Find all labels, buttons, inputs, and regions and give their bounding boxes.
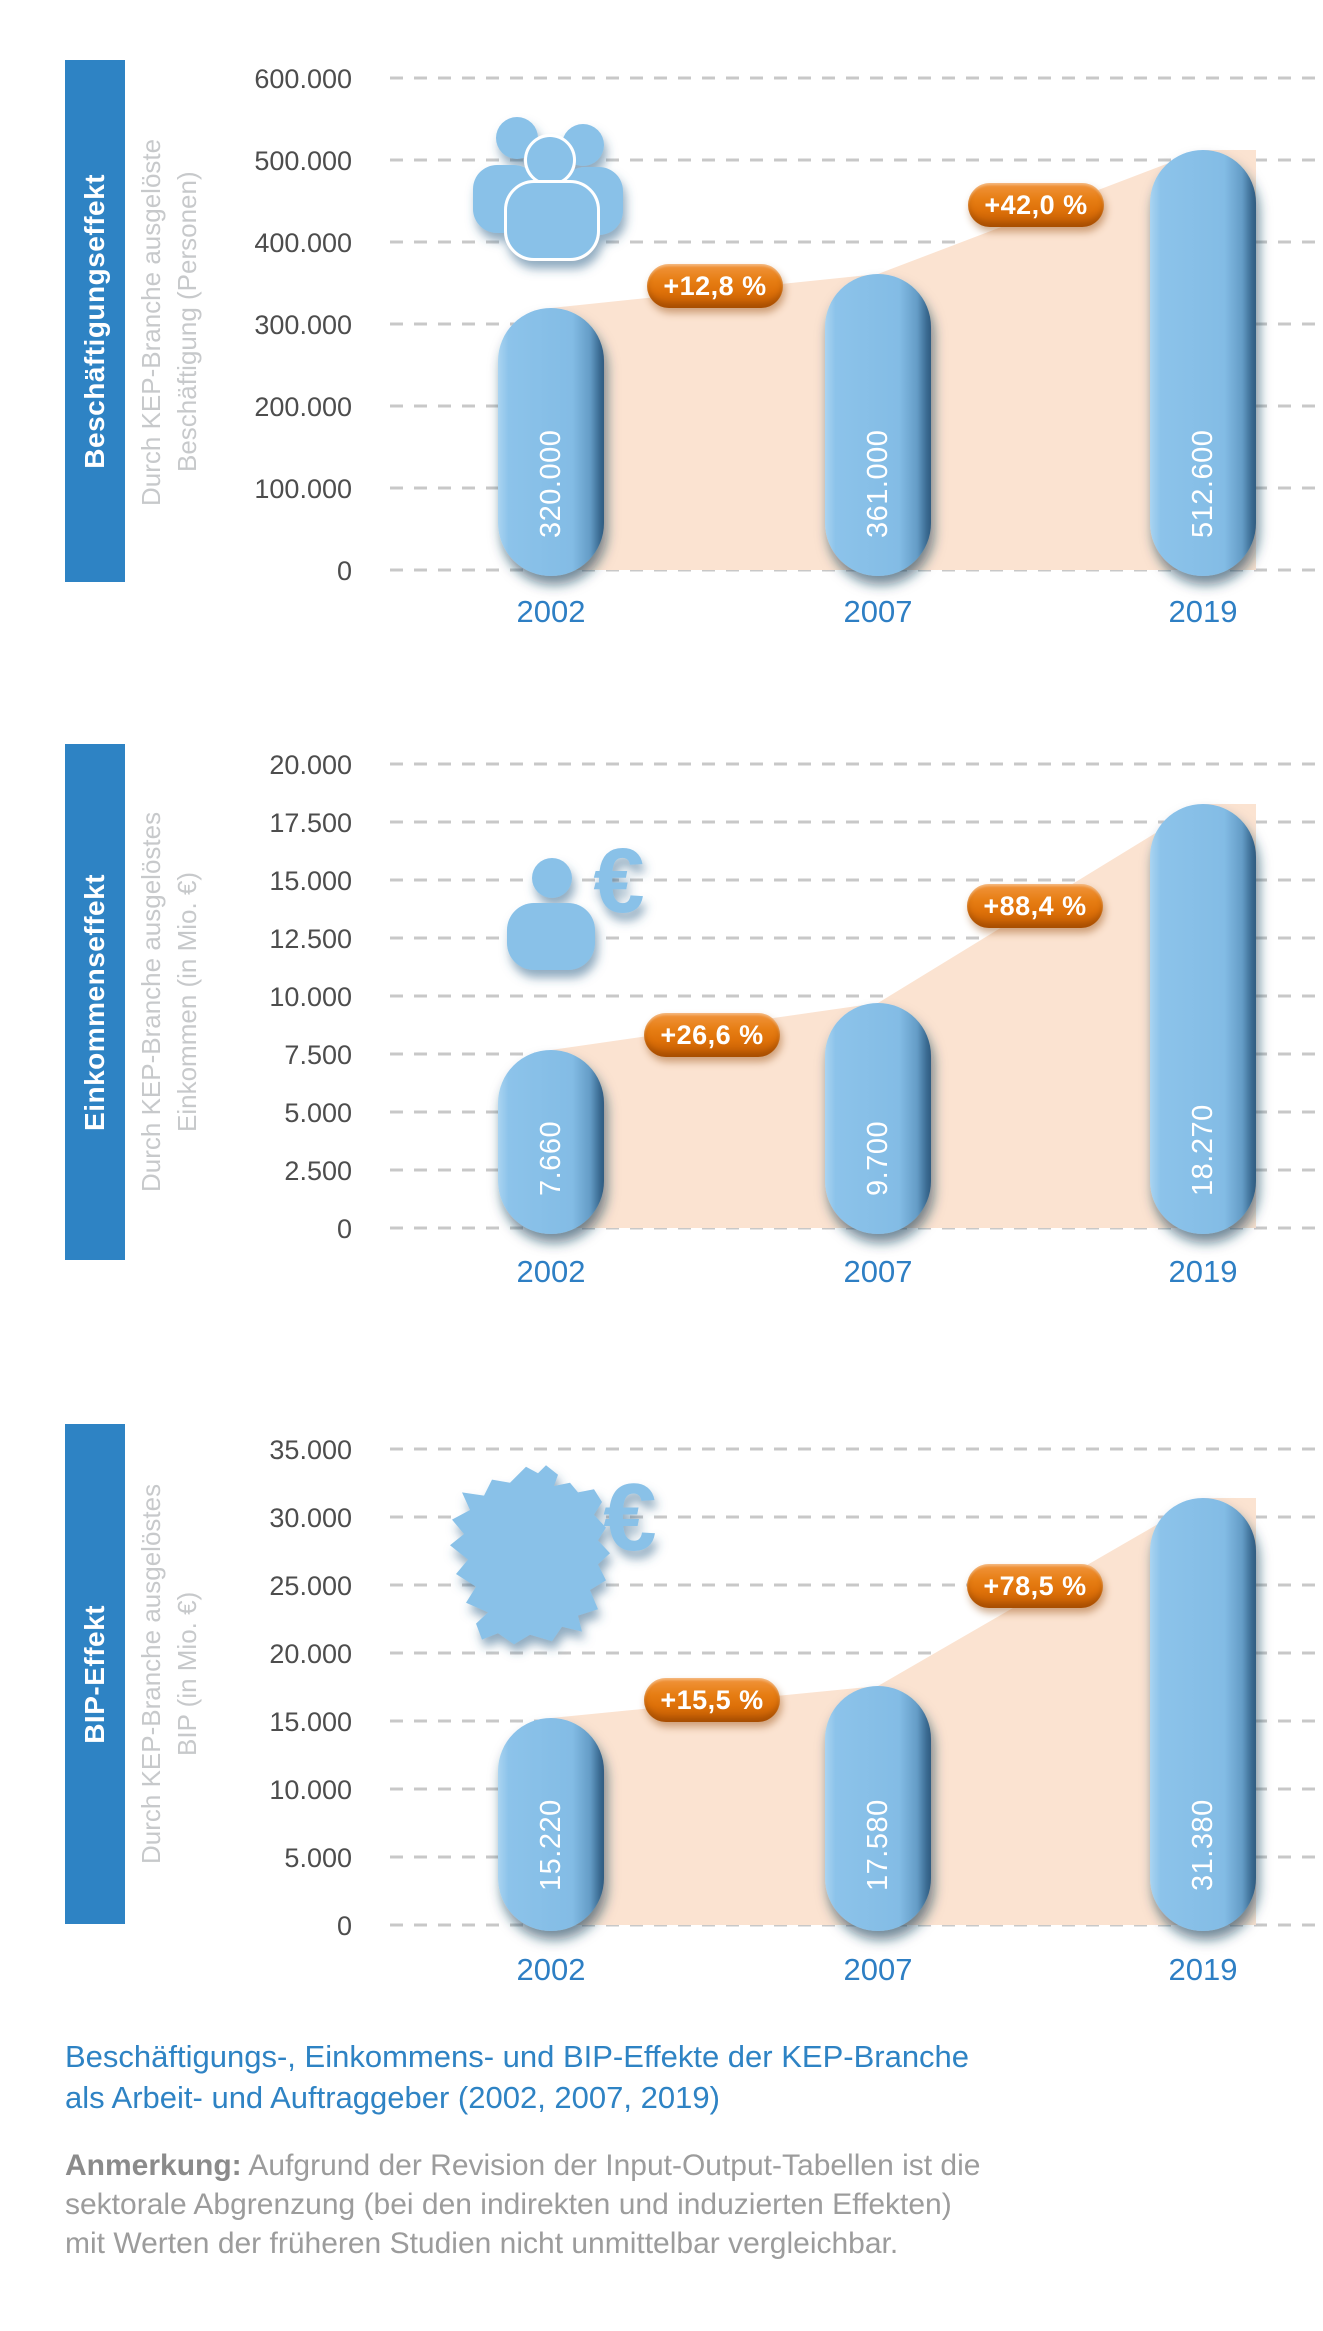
y-tick: 35.000 (269, 1435, 352, 1465)
y-tick: 10.000 (269, 1775, 352, 1805)
caption-line: als Arbeit- und Auftraggeber (2002, 2007… (65, 2080, 720, 2115)
pct-badge-2002-2007: +26,6 % (644, 1013, 780, 1057)
y-tick: 0 (337, 1911, 352, 1941)
y-tick: 15.000 (269, 1707, 352, 1737)
germany-map-shape (450, 1465, 610, 1645)
bar-value-label: 15.220 (535, 1799, 567, 1891)
x-axis-label-2019: 2019 (1168, 594, 1238, 629)
bar-value-label: 17.580 (862, 1799, 894, 1891)
y-tick: 10.000 (269, 982, 352, 1012)
category-bar-beschaeftigung: Beschäftigungseffekt (65, 60, 125, 582)
category-label: BIP-Effekt (79, 1604, 110, 1744)
x-axis-label-2019: 2019 (1168, 1254, 1238, 1289)
pct-badge-2002-2007: +15,5 % (644, 1678, 780, 1722)
y-tick: 30.000 (269, 1503, 352, 1533)
caption-line: Beschäftigungs-, Einkommens- und BIP-Eff… (65, 2039, 970, 2074)
x-axis-label-2007: 2007 (843, 1952, 913, 1987)
note-line: sektorale Abgrenzung (bei den indirekten… (65, 2188, 952, 2221)
figure-note: Anmerkung: Aufgrund der Revision der Inp… (65, 2146, 980, 2263)
note-line: Anmerkung: Aufgrund der Revision der Inp… (65, 2146, 980, 2185)
axis-title-beschaeftigung: Durch KEP-Branche ausgelöste Beschäftigu… (134, 64, 206, 580)
chart-bip: 35.000 30.000 25.000 20.000 15.000 10.00… (269, 1435, 1315, 1941)
bar-2007 (825, 1003, 931, 1234)
note-label: Anmerkung: (65, 2149, 242, 2182)
y-tick: 300.000 (254, 310, 352, 340)
axis-title-einkommen: Durch KEP-Branche ausgelöstes Einkommen … (134, 744, 206, 1260)
bar-2019 (1150, 150, 1256, 576)
bar-2019 (1150, 804, 1256, 1234)
y-tick: 7.500 (284, 1040, 352, 1070)
euro-symbol: € (593, 830, 644, 932)
x-axis-label-2007: 2007 (843, 1254, 913, 1289)
note-text: Aufgrund der Revision der Input-Output-T… (248, 2149, 981, 2182)
y-tick: 5.000 (284, 1098, 352, 1128)
y-tick: 0 (337, 556, 352, 586)
y-tick: 25.000 (269, 1571, 352, 1601)
germany-map-euro-icon: € (450, 1464, 657, 1645)
chart-einkommen: 20.000 17.500 15.000 12.500 10.000 7.500… (269, 750, 1315, 1244)
x-axis-label-2002: 2002 (516, 1952, 586, 1987)
bar-value-label: 361.000 (862, 430, 894, 538)
person-head (532, 858, 572, 898)
y-tick: 200.000 (254, 392, 352, 422)
axis-title-line: Durch KEP-Branche ausgelöste (136, 138, 166, 506)
pct-badge-2007-2019: +42,0 % (968, 183, 1104, 227)
bar-value-label: 31.380 (1187, 1799, 1219, 1891)
bar-value-label: 18.270 (1187, 1104, 1219, 1196)
pct-badge-2007-2019: +78,5 % (967, 1564, 1103, 1608)
person-body (507, 903, 595, 970)
pct-badge-2002-2007: +12,8 % (647, 264, 783, 308)
y-tick: 17.500 (269, 808, 352, 838)
bar-2019 (1150, 1498, 1256, 1931)
axis-title-line: Durch KEP-Branche ausgelöstes (136, 811, 166, 1193)
category-label: Beschäftigungseffekt (79, 173, 110, 469)
y-tick: 2.500 (284, 1156, 352, 1186)
y-axis-einkommen: 20.000 17.500 15.000 12.500 10.000 7.500… (269, 750, 352, 1244)
bar-value-label: 512.600 (1187, 430, 1219, 538)
bar-2002 (498, 1718, 604, 1931)
axis-title-line: BIP (in Mio. €) (171, 1591, 202, 1757)
bar-2007 (825, 1686, 931, 1931)
bar-2002 (498, 308, 604, 576)
axis-title-line: Durch KEP-Branche ausgelöstes (136, 1483, 166, 1865)
person-head (524, 134, 576, 186)
note-line: mit Werten der früheren Studien nicht un… (65, 2227, 899, 2260)
y-axis-bip: 35.000 30.000 25.000 20.000 15.000 10.00… (269, 1435, 352, 1941)
category-bar-bip: BIP-Effekt (65, 1424, 125, 1924)
bar-value-label: 9.700 (862, 1121, 894, 1196)
y-tick: 20.000 (269, 750, 352, 780)
category-label: Einkommenseffekt (79, 873, 110, 1131)
bar-value-label: 320.000 (535, 430, 567, 538)
y-tick: 0 (337, 1214, 352, 1244)
chart-beschaeftigung: 600.000 500.000 400.000 300.000 200.000 … (254, 64, 1315, 586)
y-tick: 20.000 (269, 1639, 352, 1669)
person-body (504, 180, 600, 261)
y-tick: 400.000 (254, 228, 352, 258)
person-euro-icon: € (507, 830, 645, 970)
axis-title-bip: Durch KEP-Branche ausgelöstes BIP (in Mi… (134, 1424, 206, 1924)
euro-symbol: € (603, 1464, 656, 1571)
axis-title-line: Einkommen (in Mio. €) (171, 871, 202, 1133)
x-axis-label-2019: 2019 (1168, 1952, 1238, 1987)
y-axis-beschaeftigung: 600.000 500.000 400.000 300.000 200.000 … (254, 64, 352, 586)
y-tick: 15.000 (269, 866, 352, 896)
bar-value-label: 7.660 (535, 1121, 567, 1196)
x-axis-label-2007: 2007 (843, 594, 913, 629)
category-bar-einkommen: Einkommenseffekt (65, 744, 125, 1260)
y-tick: 600.000 (254, 64, 352, 94)
axis-title-line: Beschäftigung (Personen) (171, 171, 202, 473)
y-tick: 100.000 (254, 474, 352, 504)
figure-caption: Beschäftigungs-, Einkommens- und BIP-Eff… (65, 2036, 969, 2118)
y-tick: 12.500 (269, 924, 352, 954)
y-tick: 500.000 (254, 146, 352, 176)
people-group-icon (473, 117, 623, 261)
pct-badge-2007-2019: +88,4 % (967, 884, 1103, 928)
bar-2007 (825, 274, 931, 576)
y-tick: 5.000 (284, 1843, 352, 1873)
x-axis-label-2002: 2002 (516, 594, 586, 629)
x-axis-label-2002: 2002 (516, 1254, 586, 1289)
bar-2002 (498, 1050, 604, 1234)
